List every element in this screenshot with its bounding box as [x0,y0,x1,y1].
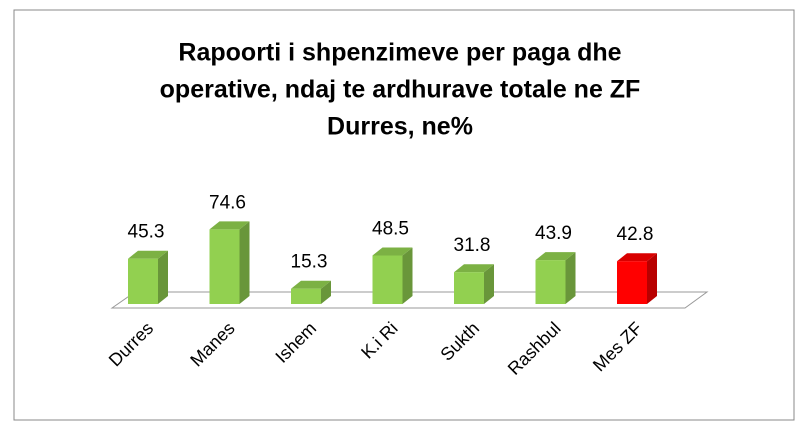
bar-front [128,258,158,304]
bar-side [647,253,657,304]
bar-side [484,264,494,304]
value-label: 45.3 [128,222,165,243]
bar-front [291,288,321,304]
bar-top [291,280,331,289]
bar-top [128,250,168,259]
bar-top [535,252,576,261]
bar-top [454,264,494,273]
bar-side [321,280,331,304]
bar-front [617,261,647,304]
bar-front [209,229,240,304]
value-label: 15.3 [291,252,328,273]
bar [535,252,576,304]
chart-title: operative, ndaj te ardhurave totale ne Z… [160,76,641,104]
bar [128,250,168,304]
bar [372,247,413,304]
chart-title: Durres, ne% [327,113,473,141]
bar-top [209,221,250,230]
bar-side [565,252,576,304]
bar [209,221,250,304]
value-label: 74.6 [209,192,246,213]
bar-front [454,272,484,304]
value-label: 48.5 [372,219,409,240]
bar-top [617,253,657,262]
bar [291,280,331,304]
value-label: 42.8 [617,224,654,245]
value-label: 31.8 [454,235,491,256]
bar-side [402,247,413,304]
bar-top [372,247,413,256]
bar-front [535,260,566,304]
bar [454,264,494,304]
chart-title: Rapoorti i shpenzimeve per paga dhe [178,39,621,67]
bar-front [372,255,403,304]
bar-side [239,221,250,304]
chart-frame [13,9,795,421]
value-label: 43.9 [535,223,572,244]
bar [617,253,657,304]
bar-side [158,250,168,304]
